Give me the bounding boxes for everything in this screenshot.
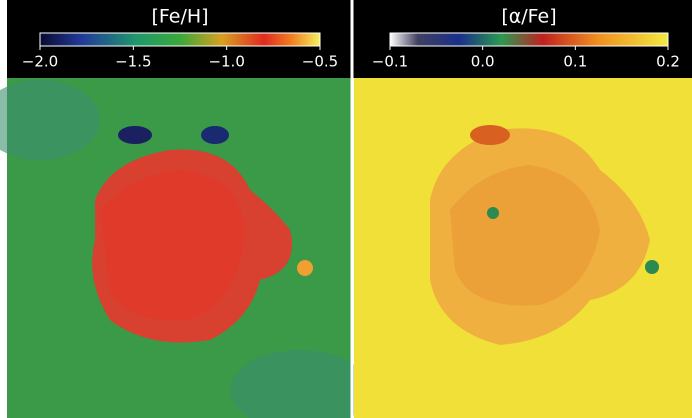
colorbar-tick-label: −1.0 (208, 53, 244, 71)
colorbar-tick-label: 0.2 (656, 53, 680, 71)
colorbar-tick-label: 0.0 (471, 53, 495, 71)
colorbar (39, 32, 321, 47)
panel-title: [Fe/H] (151, 6, 208, 28)
colorbar-tick-label: −0.5 (302, 53, 338, 71)
colorbar-tick-label: 0.1 (563, 53, 587, 71)
colorbar-tick-label: −1.5 (115, 53, 151, 71)
colorbar-tick-label: −0.1 (372, 53, 408, 71)
alpha-map (354, 78, 692, 418)
colorbar-tick-label: −2.0 (22, 53, 58, 71)
colorbar (389, 32, 669, 47)
panel-title: [α/Fe] (501, 6, 556, 28)
feh-map (0, 78, 370, 418)
